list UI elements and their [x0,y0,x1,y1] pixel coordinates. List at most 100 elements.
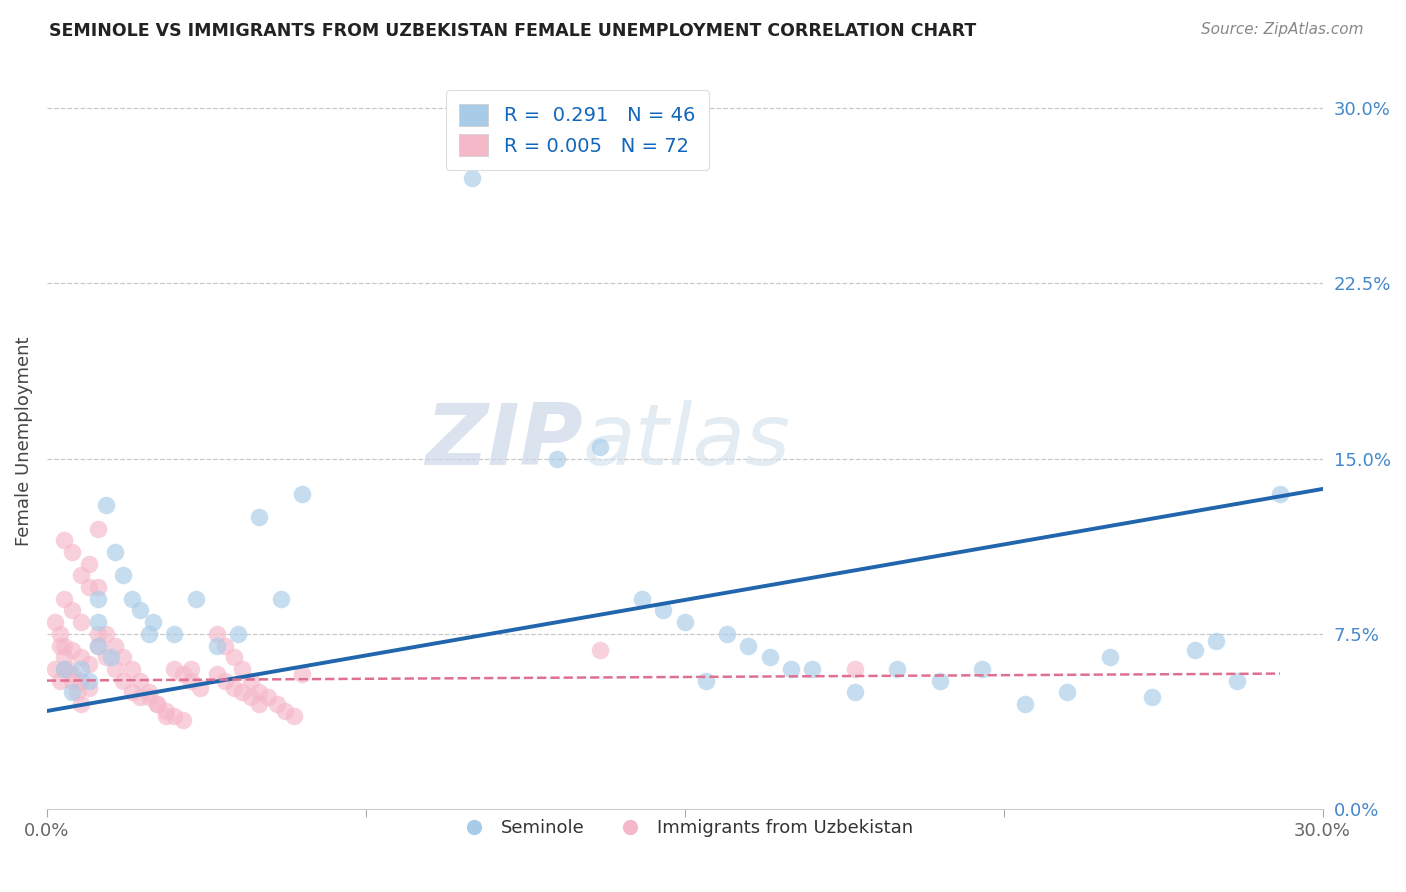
Point [44,615,66,630]
Point [801,662,824,676]
Point [589,440,612,454]
Point [79,557,101,571]
Point [1226,673,1249,688]
Point [695,673,717,688]
Text: SEMINOLE VS IMMIGRANTS FROM UZBEKISTAN FEMALE UNEMPLOYMENT CORRELATION CHART: SEMINOLE VS IMMIGRANTS FROM UZBEKISTAN F… [49,22,976,40]
Point [631,591,654,606]
Point [129,603,152,617]
Point [52,533,75,548]
Point [87,615,110,630]
Point [129,673,152,688]
Point [60,643,83,657]
Point [52,650,75,665]
Point [48,639,70,653]
Point [673,615,696,630]
Point [180,673,202,688]
Point [87,580,110,594]
Point [70,568,93,582]
Point [163,627,186,641]
Point [70,615,93,630]
Point [214,673,236,688]
Point [79,681,101,695]
Point [1142,690,1164,704]
Point [716,627,738,641]
Point [104,639,127,653]
Point [52,591,75,606]
Point [249,697,271,711]
Point [266,697,288,711]
Point [222,650,245,665]
Point [87,522,110,536]
Point [52,639,75,653]
Point [48,627,70,641]
Point [96,499,118,513]
Point [70,697,93,711]
Point [96,650,118,665]
Point [87,627,110,641]
Legend: Seminole, Immigrants from Uzbekistan: Seminole, Immigrants from Uzbekistan [449,812,921,845]
Point [96,627,118,641]
Point [737,639,759,653]
Point [844,685,866,699]
Point [121,591,143,606]
Point [291,666,314,681]
Point [60,545,83,559]
Point [222,681,245,695]
Point [1184,643,1206,657]
Point [249,510,271,524]
Point [121,685,143,699]
Point [1014,697,1036,711]
Point [1205,633,1227,648]
Point [138,690,160,704]
Point [546,451,568,466]
Point [44,662,66,676]
Text: Source: ZipAtlas.com: Source: ZipAtlas.com [1201,22,1364,37]
Point [70,662,93,676]
Point [270,591,292,606]
Point [146,697,169,711]
Point [972,662,994,676]
Text: atlas: atlas [582,400,790,483]
Point [205,627,228,641]
Point [172,714,194,728]
Point [87,639,110,653]
Point [240,673,263,688]
Point [257,690,280,704]
Point [121,662,143,676]
Point [79,673,101,688]
Point [129,690,152,704]
Point [928,673,950,688]
Point [780,662,803,676]
Point [70,650,93,665]
Point [886,662,908,676]
Point [56,662,79,676]
Point [142,615,165,630]
Point [60,685,83,699]
Point [274,704,297,718]
Point [87,591,110,606]
Point [60,603,83,617]
Point [1098,650,1121,665]
Point [52,662,75,676]
Point [291,486,314,500]
Point [758,650,780,665]
Point [104,545,127,559]
Point [231,662,253,676]
Point [79,657,101,672]
Point [205,666,228,681]
Point [188,681,211,695]
Point [226,627,249,641]
Point [138,685,160,699]
Point [112,650,135,665]
Point [66,685,89,699]
Point [205,639,228,653]
Point [163,708,186,723]
Point [52,662,75,676]
Point [70,673,93,688]
Point [652,603,675,617]
Point [1268,486,1291,500]
Point [184,591,207,606]
Point [844,662,866,676]
Point [138,627,160,641]
Point [87,639,110,653]
